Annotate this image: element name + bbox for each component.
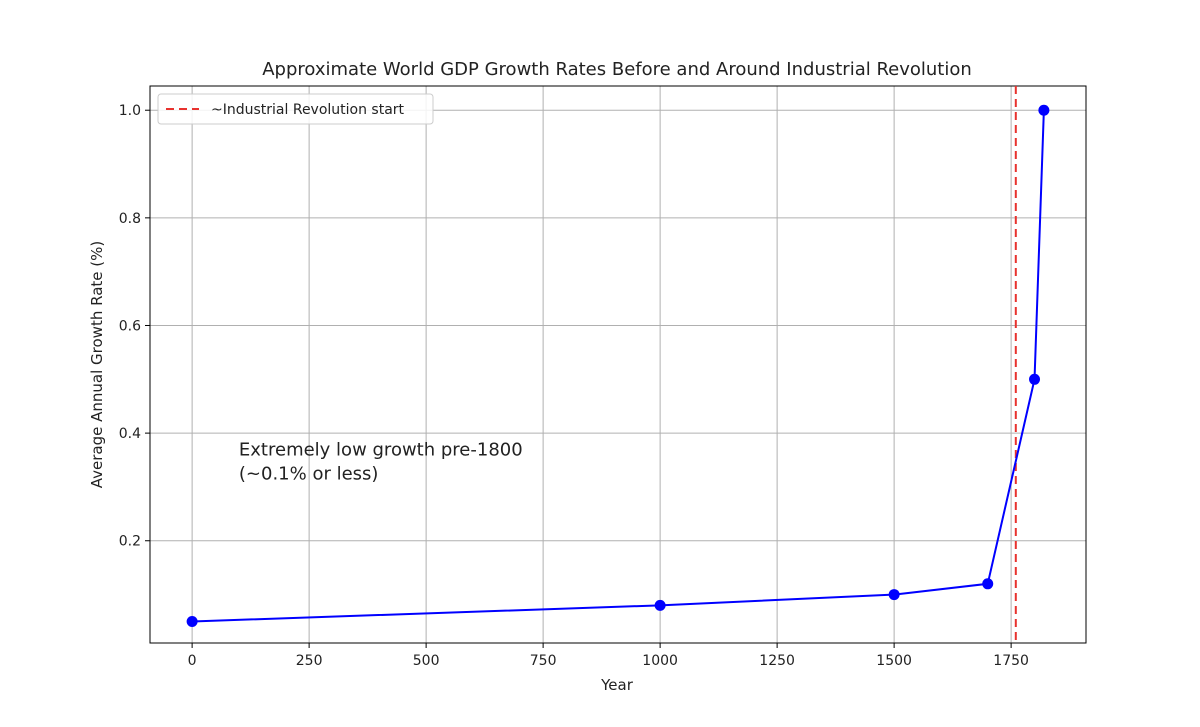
legend-box [157,93,434,125]
x-tick-label: 1500 [876,653,912,669]
x-tick-label: 1250 [759,653,795,669]
y-axis-label: Average Annual Growth Rate (%) [88,241,106,488]
y-tick-label: 0.2 [119,534,141,550]
data-point [186,615,198,627]
x-tick-label: 1750 [993,653,1029,669]
annotation-line-1: Extremely low growth pre-1800 [239,440,523,461]
x-tick-label: 250 [296,653,323,669]
chart-title: Approximate World GDP Growth Rates Befor… [262,59,972,80]
series-line [192,110,1045,623]
y-tick-label: 0.4 [119,426,141,442]
axis-ticks: 0 250 500 750 1000 1250 1500 1750 0.2 0.4 0.6 0.8 1.… [119,103,1029,669]
y-tick-label: 0.6 [119,318,141,334]
series-group [186,104,1050,627]
data-point [1029,373,1041,385]
x-tick-label: 0 [188,653,197,669]
y-tick-label: 0.8 [119,211,141,227]
data-point [1038,104,1050,116]
y-tick-label: 1.0 [119,103,141,119]
legend-label: ~Industrial Revolution start [211,102,405,118]
x-tick-label: 750 [530,653,557,669]
data-point [888,589,900,601]
grid [150,86,1086,643]
legend: ~Industrial Revolution start [157,93,434,125]
x-tick-label: 500 [413,653,440,669]
plot-frame [149,85,1087,644]
data-point [654,599,666,611]
annotation-group: Extremely low growth pre-1800 (~0.1% or l… [239,440,523,485]
annotation-line-2: (~0.1% or less) [239,464,379,485]
data-point [982,578,994,590]
x-tick-label: 1000 [642,653,678,669]
x-axis-label: Year [600,676,634,694]
